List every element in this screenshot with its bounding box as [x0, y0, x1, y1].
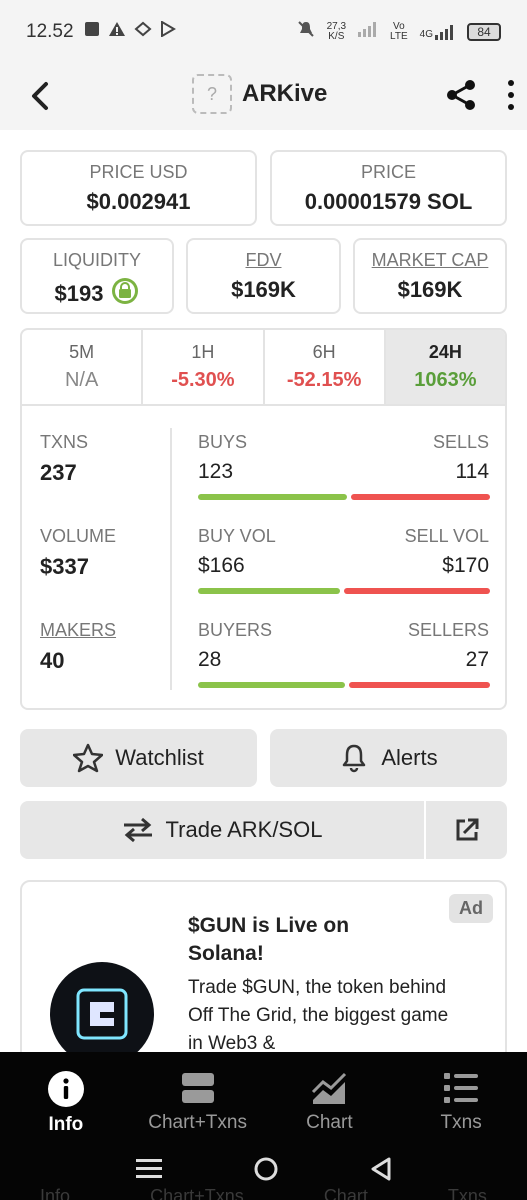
menu-lines-icon: [135, 1158, 162, 1178]
chart-icon: [312, 1072, 347, 1104]
price-native-value: 0.00001579 SOL: [304, 189, 473, 214]
tab-1h[interactable]: 1H -5.30%: [143, 330, 265, 404]
app-notification-icon: [134, 21, 152, 43]
open-external-button[interactable]: [426, 801, 507, 859]
lock-icon: [111, 277, 139, 311]
divider: [170, 428, 172, 690]
nav-txns[interactable]: Txns: [395, 1052, 527, 1142]
txns-row: TXNS 237 BUYS 123 SELLS 114: [22, 426, 505, 520]
ghost-nav-labels: Info Chart+Txns Chart Txns: [40, 1186, 487, 1200]
signal-icon: [358, 21, 378, 43]
page-title: ARKive: [242, 80, 328, 107]
system-back-button[interactable]: [370, 1156, 392, 1187]
liquidity-value-row: $193: [22, 277, 172, 311]
alerts-button[interactable]: Alerts: [270, 729, 507, 787]
square-notification-icon: [84, 21, 100, 43]
trade-button[interactable]: Trade ARK/SOL: [20, 801, 424, 859]
price-usd-label: PRICE USD: [89, 162, 188, 182]
liquidity-value: $193: [54, 281, 104, 306]
makers-row: MAKERS 40 BUYERS 28 SELLERS 27: [22, 614, 505, 708]
bottom-nav: Info Chart+Txns Chart Txns: [0, 1052, 527, 1142]
ad-body: Trade $GUN, the token behind Off The Gri…: [188, 977, 449, 1054]
price-native-label: PRICE: [360, 162, 416, 182]
nav-chart-txns[interactable]: Chart+Txns: [132, 1052, 264, 1142]
network-4g-icon: 4G: [420, 24, 455, 40]
tab-5m[interactable]: 5M N/A: [22, 330, 144, 404]
fdv-value: $169K: [231, 277, 296, 302]
ad-badge: Ad: [449, 894, 493, 923]
system-nav-bar: [0, 1142, 527, 1200]
sell-bar: [351, 494, 490, 500]
home-button[interactable]: [253, 1156, 279, 1187]
buy-bar: [198, 682, 345, 688]
watchlist-label: Watchlist: [115, 745, 204, 770]
makers-ratio-bar: [198, 682, 490, 688]
triangle-back-icon: [371, 1157, 390, 1180]
app-header: ? ARKive: [0, 64, 527, 130]
liquidity-label: LIQUIDITY: [52, 250, 141, 270]
warning-icon: [108, 21, 126, 43]
tab-6h[interactable]: 6H -52.15%: [265, 330, 386, 404]
market-cap-value: $169K: [397, 277, 463, 302]
price-native-card: PRICE 0.00001579 SOL: [270, 150, 507, 226]
info-icon: [47, 1071, 84, 1107]
play-store-icon: [160, 20, 176, 43]
liquidity-card: LIQUIDITY $193: [20, 238, 174, 314]
chevron-left-icon: [32, 82, 48, 110]
watchlist-button[interactable]: Watchlist: [20, 729, 257, 787]
list-icon: [444, 1073, 479, 1103]
recents-button[interactable]: [135, 1157, 162, 1186]
mute-icon: [297, 20, 315, 44]
more-options-button[interactable]: [506, 78, 516, 117]
market-cap-card[interactable]: MARKET CAP $169K: [353, 238, 507, 314]
gun-logo-icon: [50, 962, 154, 1066]
bell-icon: [343, 744, 366, 773]
stats-grid: TXNS 237 BUYS 123 SELLS 114 VOLUME $337 …: [22, 406, 505, 708]
battery-icon: 84: [467, 23, 501, 41]
star-icon: [73, 743, 104, 773]
share-icon: [447, 80, 475, 110]
ad-title: $GUN is Live on Solana!: [188, 914, 350, 965]
share-button[interactable]: [444, 78, 478, 117]
volume-row: VOLUME $337 BUY VOL $166 SELL VOL $170: [22, 520, 505, 614]
token-image-placeholder: ?: [192, 74, 232, 114]
alerts-label: Alerts: [381, 745, 438, 770]
nav-info[interactable]: Info: [0, 1052, 132, 1142]
back-button[interactable]: [20, 76, 60, 116]
period-tabs: 5M N/A 1H -5.30% 6H -52.15% 24H 1063%: [22, 330, 505, 406]
fdv-label[interactable]: FDV: [245, 250, 282, 270]
volte-indicator: Vo LTE: [390, 21, 408, 42]
buy-bar: [198, 588, 340, 594]
price-usd-value: $0.002941: [86, 189, 191, 214]
sell-bar: [344, 588, 490, 594]
status-time: 12.52: [26, 21, 74, 42]
net-speed: 27,3 K/S: [326, 21, 347, 42]
market-cap-label[interactable]: MARKET CAP: [371, 250, 489, 270]
price-usd-card: PRICE USD $0.002941: [20, 150, 257, 226]
stats-panel: 5M N/A 1H -5.30% 6H -52.15% 24H 1063% TX…: [20, 328, 507, 710]
volume-ratio-bar: [198, 588, 490, 594]
token-title: ? ARKive: [192, 74, 327, 114]
status-bar: 12.52 27,3 K/S Vo LTE 4G: [0, 0, 527, 64]
buy-bar: [198, 494, 347, 500]
home-circle-icon: [254, 1157, 277, 1180]
swap-arrows-icon: [123, 817, 152, 843]
tab-24h[interactable]: 24H 1063%: [385, 330, 505, 404]
more-vertical-icon: [508, 80, 514, 110]
chart-txns-icon: [181, 1073, 214, 1103]
trade-label: Trade ARK/SOL: [165, 817, 323, 842]
sell-bar: [349, 682, 490, 688]
ad-card[interactable]: Ad $GUN is Live on Solana! Trade $GUN, t…: [20, 880, 507, 1080]
fdv-card[interactable]: FDV $169K: [186, 238, 341, 314]
buy-sell-ratio-bar: [198, 494, 490, 500]
external-link-icon: [456, 818, 478, 841]
nav-chart[interactable]: Chart: [264, 1052, 396, 1142]
